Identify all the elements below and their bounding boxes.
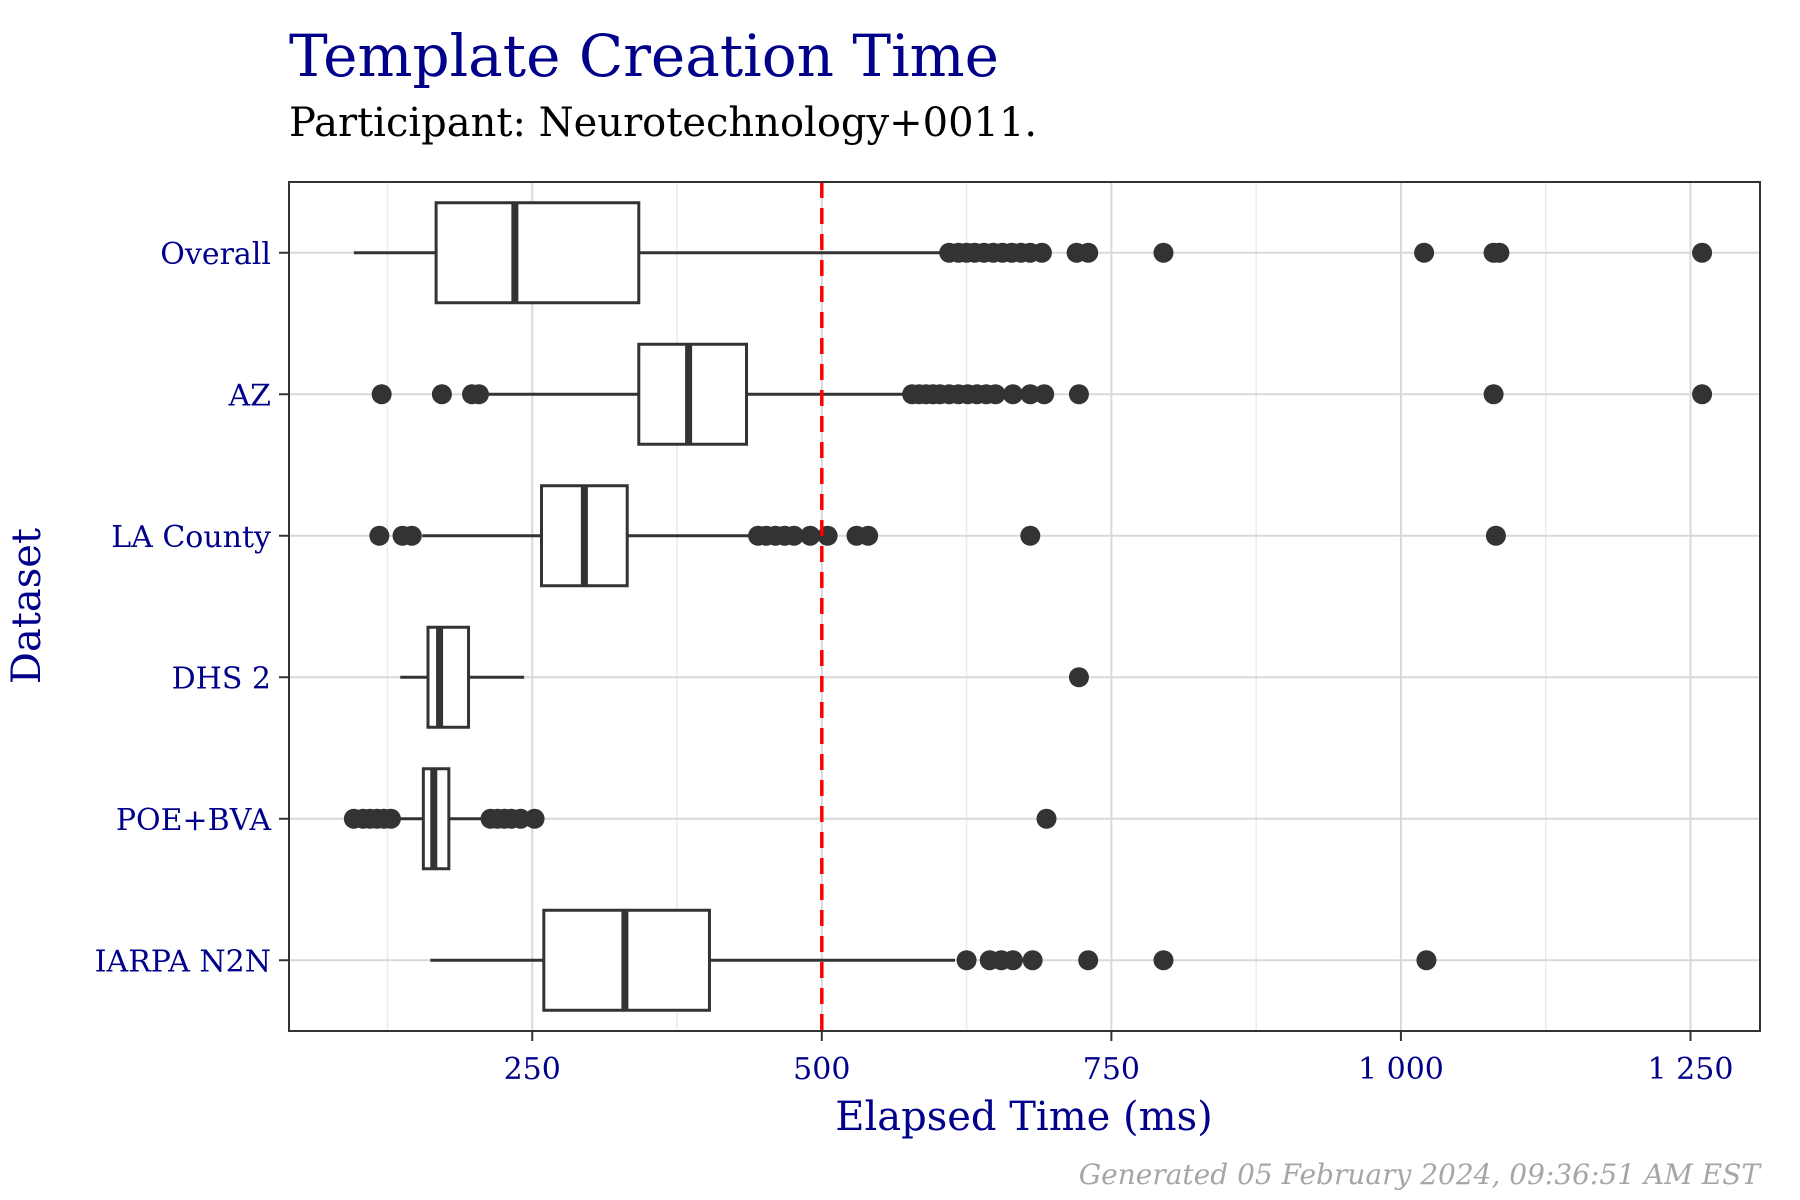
outlier-point bbox=[1020, 384, 1041, 405]
box-iarpa-n2n bbox=[430, 908, 1437, 1012]
outlier-point bbox=[1153, 242, 1174, 263]
box-poe-bva bbox=[343, 767, 1057, 871]
box-la-county bbox=[369, 484, 1506, 588]
outlier-point bbox=[1002, 384, 1023, 405]
outlier-point bbox=[800, 525, 821, 546]
plot-frame bbox=[288, 181, 1761, 1032]
box-overall bbox=[353, 201, 1713, 305]
outlier-point bbox=[524, 808, 545, 829]
y-tick-label: DHS 2 bbox=[172, 661, 271, 696]
x-tick-label: 500 bbox=[793, 1052, 850, 1087]
y-tick-label: Overall bbox=[160, 237, 271, 272]
outlier-point bbox=[380, 808, 401, 829]
chart-title: Template Creation Time bbox=[289, 22, 999, 90]
y-tick-label: POE+BVA bbox=[116, 803, 271, 838]
outlier-point bbox=[1153, 950, 1174, 971]
outlier-point bbox=[1036, 808, 1057, 829]
outlier-point bbox=[1034, 384, 1055, 405]
outlier-point bbox=[1692, 242, 1713, 263]
iqr-box bbox=[637, 342, 749, 446]
chart-footer: Generated 05 February 2024, 09:36:51 AM … bbox=[1078, 1158, 1760, 1191]
outlier-point bbox=[371, 384, 392, 405]
outlier-point bbox=[1078, 950, 1099, 971]
y-axis-title: Dataset bbox=[4, 528, 50, 684]
grid-layer bbox=[289, 182, 1760, 1031]
outlier-point bbox=[985, 384, 1006, 405]
x-tick-label: 250 bbox=[504, 1052, 561, 1087]
box-az bbox=[371, 342, 1713, 446]
outlier-point bbox=[1489, 242, 1510, 263]
outlier-point bbox=[1002, 950, 1023, 971]
outlier-point bbox=[1031, 242, 1052, 263]
iqr-box bbox=[426, 625, 471, 729]
outlier-point bbox=[784, 525, 805, 546]
outlier-point bbox=[1068, 667, 1089, 688]
outlier-point bbox=[1692, 384, 1713, 405]
iqr-box bbox=[434, 201, 641, 305]
outlier-point bbox=[401, 525, 422, 546]
x-axis-title: Elapsed Time (ms) bbox=[835, 1094, 1212, 1140]
outlier-point bbox=[1416, 950, 1437, 971]
outlier-point bbox=[1414, 242, 1435, 263]
y-tick-label: IARPA N2N bbox=[95, 944, 271, 979]
outlier-point bbox=[510, 808, 531, 829]
outlier-point bbox=[431, 384, 452, 405]
axis-layer: Overall AZ LA County DHS 2 POE+BVA IARPA N2N 2… bbox=[95, 237, 1734, 1087]
x-tick-label: 1 250 bbox=[1648, 1052, 1734, 1087]
outlier-point bbox=[1022, 950, 1043, 971]
y-tick-label: LA County bbox=[111, 520, 271, 555]
outlier-point bbox=[1483, 384, 1504, 405]
outlier-point bbox=[1020, 525, 1041, 546]
box-dhs-2 bbox=[400, 625, 1089, 729]
outlier-point bbox=[1485, 525, 1506, 546]
outlier-point bbox=[468, 384, 489, 405]
outlier-point bbox=[1078, 242, 1099, 263]
outlier-point bbox=[1068, 384, 1089, 405]
outlier-point bbox=[956, 950, 977, 971]
outlier-point bbox=[369, 525, 390, 546]
y-tick-label: AZ bbox=[227, 378, 271, 413]
x-tick-label: 750 bbox=[1083, 1052, 1140, 1087]
outlier-point bbox=[858, 525, 879, 546]
x-tick-label: 1 000 bbox=[1358, 1052, 1444, 1087]
marks-layer bbox=[343, 182, 1713, 1031]
chart-subtitle: Participant: Neurotechnology+0011. bbox=[289, 100, 1038, 146]
